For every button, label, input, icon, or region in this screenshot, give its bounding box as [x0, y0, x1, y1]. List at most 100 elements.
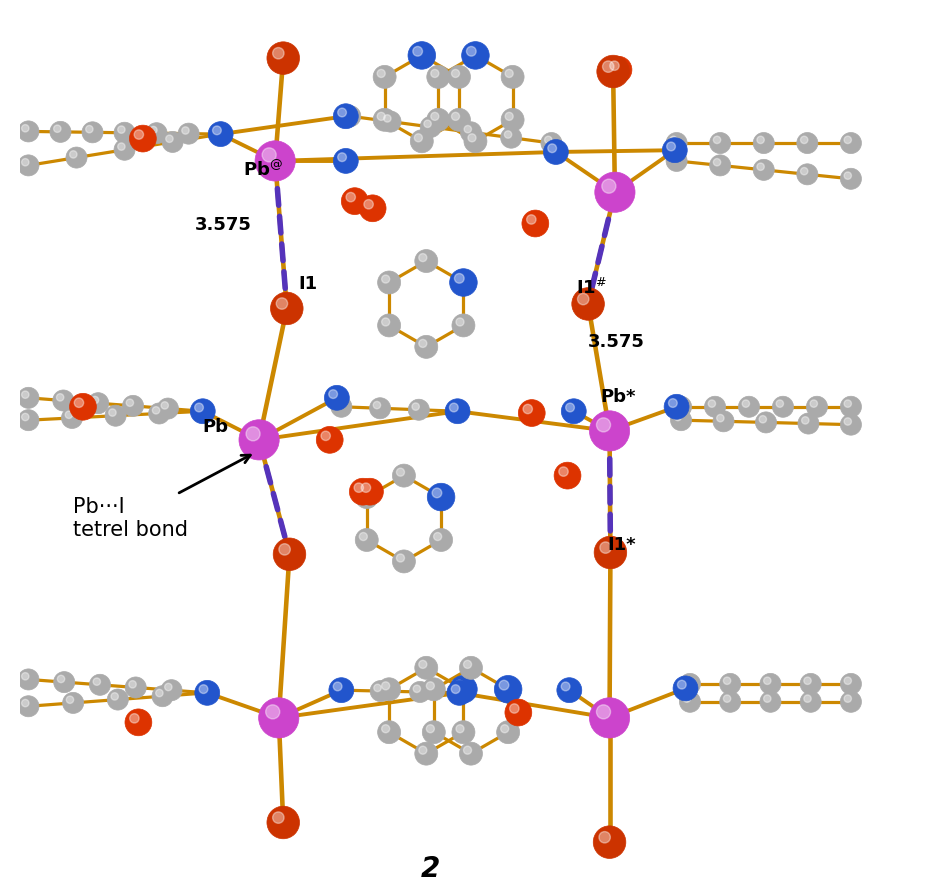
Circle shape [355, 485, 378, 509]
Circle shape [841, 691, 861, 713]
Circle shape [361, 483, 370, 493]
Circle shape [738, 396, 759, 417]
Circle shape [383, 114, 391, 122]
Circle shape [201, 686, 208, 694]
Circle shape [331, 396, 352, 417]
Circle shape [557, 678, 582, 703]
Circle shape [21, 124, 29, 132]
Circle shape [797, 132, 818, 154]
Circle shape [57, 393, 63, 401]
Circle shape [196, 404, 203, 412]
Circle shape [91, 396, 99, 404]
Circle shape [146, 122, 167, 144]
Text: 3.575: 3.575 [195, 216, 252, 234]
Circle shape [160, 679, 182, 701]
Circle shape [704, 396, 726, 417]
Circle shape [459, 742, 482, 765]
Circle shape [559, 467, 568, 477]
Circle shape [190, 399, 216, 424]
Circle shape [419, 254, 426, 262]
Circle shape [262, 148, 276, 162]
Circle shape [331, 679, 352, 701]
Circle shape [90, 674, 110, 696]
Circle shape [397, 554, 405, 562]
Circle shape [214, 127, 221, 135]
Circle shape [378, 721, 400, 744]
Circle shape [450, 676, 478, 703]
Circle shape [522, 210, 549, 237]
Circle shape [797, 164, 818, 185]
Circle shape [801, 167, 808, 175]
Circle shape [468, 134, 476, 142]
Circle shape [149, 126, 157, 134]
Circle shape [445, 399, 470, 424]
Circle shape [210, 123, 231, 145]
Circle shape [86, 125, 93, 133]
Circle shape [548, 144, 556, 153]
Circle shape [321, 431, 330, 441]
Circle shape [759, 416, 767, 423]
Circle shape [505, 113, 513, 121]
Circle shape [426, 682, 435, 690]
Circle shape [757, 163, 764, 171]
Circle shape [21, 413, 29, 421]
Circle shape [415, 335, 438, 358]
Circle shape [210, 123, 231, 145]
Circle shape [452, 685, 460, 694]
Circle shape [373, 108, 397, 131]
Circle shape [414, 134, 423, 142]
Circle shape [267, 42, 299, 74]
Circle shape [377, 70, 385, 78]
Circle shape [66, 147, 87, 168]
Circle shape [21, 699, 29, 707]
Circle shape [415, 249, 438, 273]
Circle shape [378, 678, 400, 701]
Circle shape [671, 396, 691, 417]
Circle shape [496, 721, 520, 744]
Circle shape [501, 127, 522, 148]
Circle shape [593, 826, 626, 858]
Circle shape [554, 462, 581, 489]
Circle shape [662, 138, 688, 163]
Circle shape [708, 400, 716, 408]
Circle shape [393, 464, 415, 487]
Circle shape [410, 681, 430, 703]
Circle shape [562, 399, 586, 424]
Circle shape [452, 314, 475, 337]
Text: I1: I1 [299, 275, 317, 293]
Circle shape [325, 385, 349, 410]
Circle shape [753, 159, 774, 181]
Circle shape [63, 692, 84, 713]
Circle shape [88, 392, 109, 414]
Circle shape [763, 695, 771, 703]
Circle shape [666, 132, 687, 154]
Circle shape [590, 410, 630, 451]
Circle shape [499, 680, 508, 690]
Circle shape [335, 683, 341, 691]
Circle shape [18, 669, 39, 690]
Circle shape [373, 65, 397, 89]
Circle shape [683, 677, 690, 685]
Circle shape [359, 490, 368, 498]
Circle shape [801, 417, 809, 424]
Circle shape [380, 111, 401, 132]
Circle shape [710, 155, 731, 176]
Circle shape [841, 396, 861, 417]
Circle shape [21, 672, 29, 680]
Circle shape [335, 400, 341, 408]
Circle shape [192, 401, 214, 422]
Circle shape [431, 70, 439, 78]
Circle shape [844, 172, 852, 180]
Circle shape [195, 680, 219, 705]
Circle shape [670, 154, 677, 162]
Circle shape [125, 677, 146, 698]
Circle shape [464, 661, 471, 669]
Circle shape [426, 725, 435, 733]
Circle shape [197, 682, 217, 704]
Circle shape [328, 390, 338, 399]
Circle shape [419, 746, 426, 755]
Circle shape [464, 746, 471, 755]
Circle shape [333, 148, 358, 173]
Circle shape [801, 673, 821, 695]
Circle shape [415, 656, 438, 679]
